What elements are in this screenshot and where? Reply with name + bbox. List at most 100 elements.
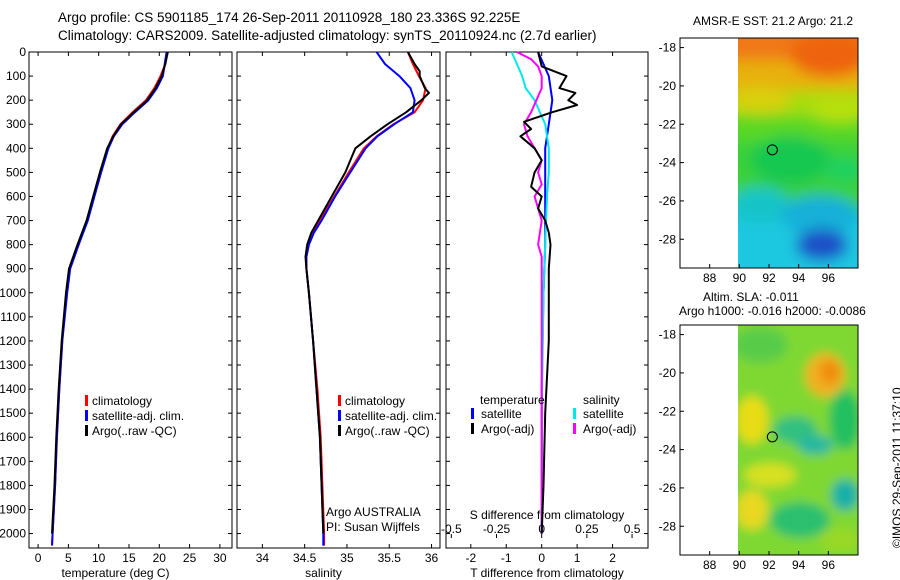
sal-legend-swatch: [338, 395, 341, 406]
diff-temp-legend-title: temperature: [480, 393, 545, 407]
depth-tick-label: 1700: [0, 454, 26, 468]
depth-tick-label: 1300: [0, 358, 26, 372]
depth-tick-label: 1900: [0, 502, 26, 516]
map-y-tick-label: -22: [659, 404, 677, 418]
depth-tick-label: 1500: [0, 406, 26, 420]
x-axis-label: salinity: [305, 566, 342, 580]
depth-tick-label: 600: [6, 189, 26, 203]
map-y-tick-label: -26: [659, 194, 677, 208]
depth-tick-label: 500: [6, 165, 26, 179]
x-tick-label: -2: [465, 551, 476, 565]
map-y-tick-label: -22: [659, 117, 677, 131]
map-y-tick-label: -18: [659, 328, 677, 342]
depth-tick-label: 900: [6, 262, 26, 276]
x-tick-top-label: 0.5: [624, 522, 641, 536]
x-axis-label-top: S difference from climatology: [470, 508, 625, 522]
temp-legend-swatch: [85, 410, 88, 421]
temp-legend-swatch: [85, 425, 88, 436]
x-tick-label: 34.5: [293, 551, 317, 565]
map-x-tick-label: 94: [792, 558, 806, 572]
x-tick-label: 5: [65, 551, 72, 565]
x-tick-label: 0: [538, 551, 545, 565]
x-axis-label: T difference from climatology: [470, 566, 624, 580]
sal-legend-swatch: [338, 425, 341, 436]
x-tick-label: 34: [256, 551, 270, 565]
series-line-temperature-argo-adj-: [519, 51, 579, 534]
map-x-tick-label: 90: [733, 271, 747, 285]
profile-panel-frame: [28, 51, 233, 549]
diff-sal-sat-swatch: [573, 408, 576, 419]
x-tick-label: -1: [501, 551, 512, 565]
diff-temp-sat-label: satellite: [481, 407, 522, 421]
diff-temp-argo-label: Argo(-adj): [481, 422, 534, 436]
series-line-argo-raw-qc-: [304, 51, 430, 534]
diff-temp-argo-swatch: [471, 423, 474, 434]
x-tick-label: 2: [609, 551, 616, 565]
series-line-argo-raw-qc-: [51, 51, 169, 534]
depth-tick-label: 300: [6, 117, 26, 131]
figure-title-line2: Climatology: CARS2009. Satellite-adjuste…: [58, 28, 597, 43]
diff-sal-argo-label: Argo(-adj): [583, 422, 636, 436]
map-y-tick-label: -24: [659, 443, 677, 457]
x-tick-label: 15: [122, 551, 136, 565]
temp-legend-label: Argo(..raw -QC): [92, 424, 177, 438]
sal-legend-label: satellite-adj. clim.: [345, 409, 437, 423]
x-tick-top-label: -0.5: [441, 522, 462, 536]
x-tick-label: 0: [35, 551, 42, 565]
x-tick-label: 20: [153, 551, 167, 565]
sal-legend-label: Argo(..raw -QC): [345, 424, 430, 438]
diff-sal-sat-label: satellite: [583, 407, 624, 421]
map-y-tick-label: -20: [659, 79, 677, 93]
series-line-salinity-satellite: [510, 51, 550, 534]
map-x-tick-label: 92: [762, 271, 776, 285]
sal-legend-label: climatology: [345, 394, 405, 408]
argo-annotation: Argo AUSTRALIA: [326, 505, 421, 519]
sst-map-title: AMSR-E SST: 21.2 Argo: 21.2: [693, 14, 854, 28]
depth-tick-label: 1400: [0, 382, 26, 396]
depth-tick-label: 100: [6, 69, 26, 83]
diff-sal-legend-title: salinity: [583, 393, 620, 407]
argo-position-marker: [766, 431, 778, 443]
x-tick-label: 30: [213, 551, 227, 565]
depth-tick-label: 800: [6, 238, 26, 252]
series-line-satellite-adj-clim-: [51, 51, 168, 546]
map-x-tick-label: 88: [703, 271, 717, 285]
map-y-tick-label: -28: [659, 519, 677, 533]
figure-title-line1: Argo profile: CS 5901185_174 26-Sep-2011…: [58, 10, 521, 25]
map-y-tick-label: -18: [659, 41, 677, 55]
x-tick-top-label: -0.25: [483, 522, 511, 536]
pi-annotation: PI: Susan Wijffels: [326, 520, 420, 534]
series-line-climatology: [305, 51, 427, 546]
x-tick-top-label: 0.25: [575, 522, 599, 536]
series-line-salinity-argo-adj-: [516, 51, 543, 534]
argo-position-marker: [766, 144, 778, 156]
diff-temp-sat-swatch: [471, 408, 474, 419]
depth-tick-label: 0: [19, 45, 26, 59]
depth-tick-label: 1600: [0, 430, 26, 444]
depth-tick-label: 1000: [0, 286, 26, 300]
depth-tick-label: 2000: [0, 527, 26, 541]
map-x-tick-label: 96: [822, 271, 836, 285]
map-x-tick-label: 88: [703, 558, 717, 572]
temp-legend-label: satellite-adj. clim.: [92, 409, 184, 423]
x-tick-label: 35.5: [378, 551, 402, 565]
x-tick-label: 1: [574, 551, 581, 565]
profile-panel-frame: [445, 51, 649, 549]
x-axis-label: temperature (deg C): [61, 566, 169, 580]
map-x-tick-label: 90: [733, 558, 747, 572]
series-line-climatology: [51, 51, 169, 546]
depth-tick-label: 200: [6, 93, 26, 107]
sal-legend-swatch: [338, 410, 341, 421]
map-x-tick-label: 92: [762, 558, 776, 572]
x-tick-label: 25: [183, 551, 197, 565]
x-tick-label: 35: [340, 551, 354, 565]
sst-heatmap: [738, 38, 858, 268]
sla-map-title-line2: Argo h1000: -0.016 h2000: -0.0086: [679, 304, 866, 318]
diff-sal-argo-swatch: [573, 423, 576, 434]
map-x-tick-label: 94: [792, 271, 806, 285]
map-y-tick-label: -20: [659, 366, 677, 380]
map-x-tick-label: 96: [822, 558, 836, 572]
map-y-tick-label: -28: [659, 232, 677, 246]
map-y-tick-label: -24: [659, 156, 677, 170]
